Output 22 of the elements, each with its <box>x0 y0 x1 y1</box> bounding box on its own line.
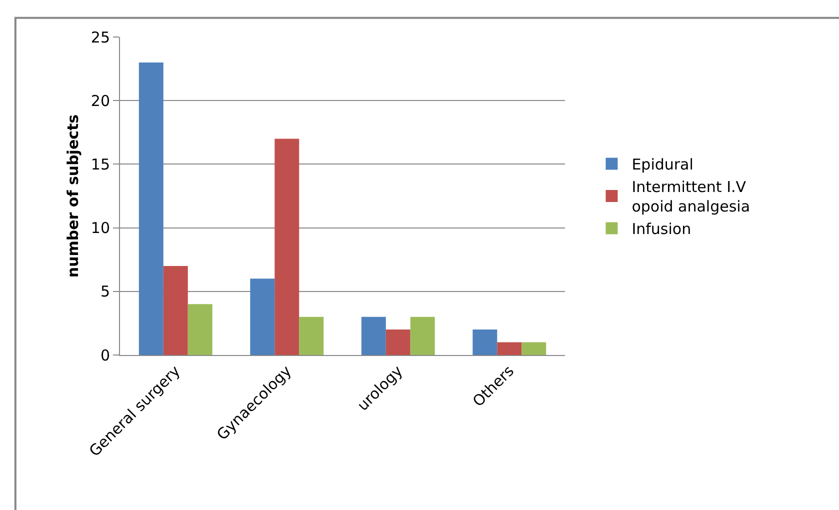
y-tick-label: 15 <box>90 155 110 174</box>
bar <box>410 316 435 355</box>
legend-label: Infusion <box>632 220 692 238</box>
y-axis-title: number of subjects <box>64 114 82 278</box>
y-tick-label: 5 <box>100 282 110 301</box>
bar <box>472 330 498 355</box>
bar <box>299 316 324 355</box>
bar <box>138 62 164 355</box>
bar <box>250 278 275 355</box>
legend-label: Intermittent I.V opoid analgesia <box>632 178 750 216</box>
bar <box>274 138 300 355</box>
bar <box>188 304 212 355</box>
y-tick-label: 0 <box>100 346 110 364</box>
y-tick-label: 10 <box>90 219 110 238</box>
bar <box>361 316 386 355</box>
bar <box>497 342 522 355</box>
y-tick-label: 25 <box>90 28 110 46</box>
legend-label: Epidural <box>632 156 694 174</box>
bar <box>163 266 188 355</box>
bar <box>386 330 410 355</box>
bar <box>522 342 546 355</box>
y-tick-label: 20 <box>90 92 110 110</box>
